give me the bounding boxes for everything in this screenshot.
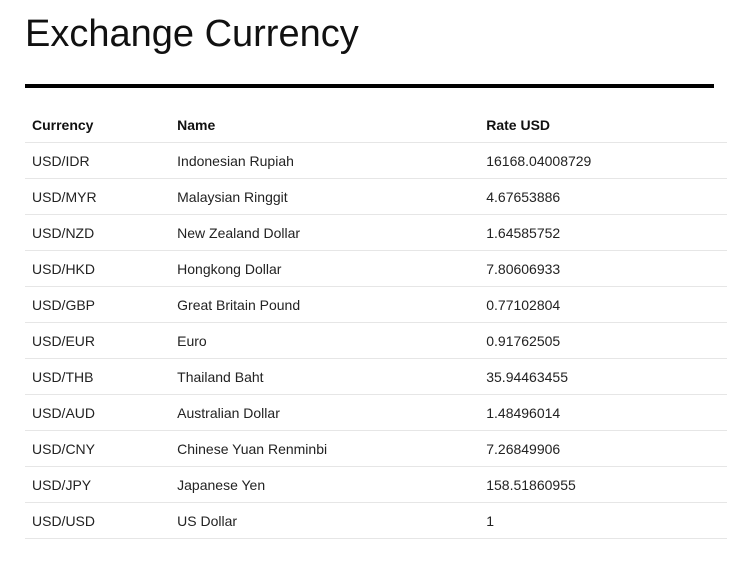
table-header-row: Currency Name Rate USD: [25, 107, 727, 143]
column-header-name: Name: [170, 107, 480, 143]
cell-rate: 1: [479, 502, 727, 539]
title-divider: [25, 84, 714, 88]
cell-currency: USD/CNY: [25, 430, 171, 467]
table-row: USD/NZD New Zealand Dollar 1.64585752: [25, 214, 727, 251]
page-title: Exchange Currency: [25, 13, 359, 55]
cell-rate: 16168.04008729: [479, 142, 727, 179]
cell-currency: USD/EUR: [25, 322, 171, 359]
cell-rate: 4.67653886: [479, 178, 727, 215]
cell-name: Euro: [170, 322, 480, 359]
cell-rate: 7.80606933: [479, 250, 727, 287]
cell-name: Thailand Baht: [170, 358, 480, 395]
cell-name: Chinese Yuan Renminbi: [170, 430, 480, 467]
table-row: USD/GBP Great Britain Pound 0.77102804: [25, 286, 727, 323]
cell-currency: USD/GBP: [25, 286, 171, 323]
exchange-rate-table: Currency Name Rate USD USD/IDR Indonesia…: [25, 107, 727, 539]
cell-currency: USD/AUD: [25, 394, 171, 431]
cell-currency: USD/JPY: [25, 466, 171, 503]
cell-name: Indonesian Rupiah: [170, 142, 480, 179]
cell-name: Hongkong Dollar: [170, 250, 480, 287]
cell-currency: USD/NZD: [25, 214, 171, 251]
cell-name: US Dollar: [170, 502, 480, 539]
cell-currency: USD/IDR: [25, 142, 171, 179]
cell-rate: 1.64585752: [479, 214, 727, 251]
cell-currency: USD/HKD: [25, 250, 171, 287]
cell-rate: 0.77102804: [479, 286, 727, 323]
cell-rate: 0.91762505: [479, 322, 727, 359]
table-row: USD/MYR Malaysian Ringgit 4.67653886: [25, 178, 727, 215]
table-row: USD/IDR Indonesian Rupiah 16168.04008729: [25, 142, 727, 179]
table-row: USD/AUD Australian Dollar 1.48496014: [25, 394, 727, 431]
column-header-currency: Currency: [25, 107, 171, 143]
cell-currency: USD/USD: [25, 502, 171, 539]
cell-name: New Zealand Dollar: [170, 214, 480, 251]
cell-rate: 158.51860955: [479, 466, 727, 503]
cell-rate: 35.94463455: [479, 358, 727, 395]
cell-rate: 1.48496014: [479, 394, 727, 431]
cell-currency: USD/MYR: [25, 178, 171, 215]
column-header-rate: Rate USD: [479, 107, 727, 143]
cell-rate: 7.26849906: [479, 430, 727, 467]
table-row: USD/USD US Dollar 1: [25, 502, 727, 539]
cell-name: Australian Dollar: [170, 394, 480, 431]
cell-name: Great Britain Pound: [170, 286, 480, 323]
table-row: USD/CNY Chinese Yuan Renminbi 7.26849906: [25, 430, 727, 467]
cell-name: Japanese Yen: [170, 466, 480, 503]
cell-name: Malaysian Ringgit: [170, 178, 480, 215]
table-row: USD/EUR Euro 0.91762505: [25, 322, 727, 359]
table-row: USD/JPY Japanese Yen 158.51860955: [25, 466, 727, 503]
cell-currency: USD/THB: [25, 358, 171, 395]
table-row: USD/HKD Hongkong Dollar 7.80606933: [25, 250, 727, 287]
table-row: USD/THB Thailand Baht 35.94463455: [25, 358, 727, 395]
